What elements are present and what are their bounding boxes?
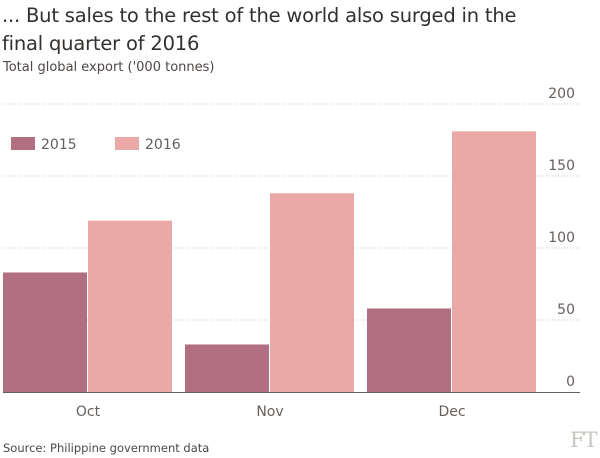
y-tick-label: 200 [548,86,575,102]
legend-label-2016: 2016 [145,137,181,153]
x-tick-labels: Oct Nov Dec [76,404,466,420]
source-note: Source: Philippine government data [3,441,210,455]
bar-2016-dec [452,131,536,393]
y-tick-label: 150 [548,158,575,174]
bar-2015-dec [367,308,451,392]
legend: 2015 2016 [11,137,181,153]
x-tick-label: Oct [76,404,101,420]
y-tick-label: 50 [557,302,575,318]
x-tick-label: Dec [438,404,465,420]
chart-title: ... But sales to the rest of the world a… [2,4,517,55]
legend-swatch-2015 [11,137,35,150]
legend-swatch-2016 [115,137,139,150]
bar-2016-oct [88,220,172,392]
bar-2015-nov [185,344,269,392]
legend-label-2015: 2015 [41,137,77,153]
chart-subtitle: Total global export ('000 tonnes) [3,60,215,75]
bar-2015-oct [3,272,87,392]
bars [3,131,536,393]
bar-chart: Oct Nov Dec 0 50 100 150 200 2015 2016 [3,86,580,420]
bar-2016-nov [270,193,354,392]
y-tick-label: 0 [566,374,575,390]
y-tick-labels: 0 50 100 150 200 [548,86,575,390]
y-tick-label: 100 [548,230,575,246]
ft-logo: FT [570,428,598,452]
x-tick-label: Nov [256,404,283,420]
